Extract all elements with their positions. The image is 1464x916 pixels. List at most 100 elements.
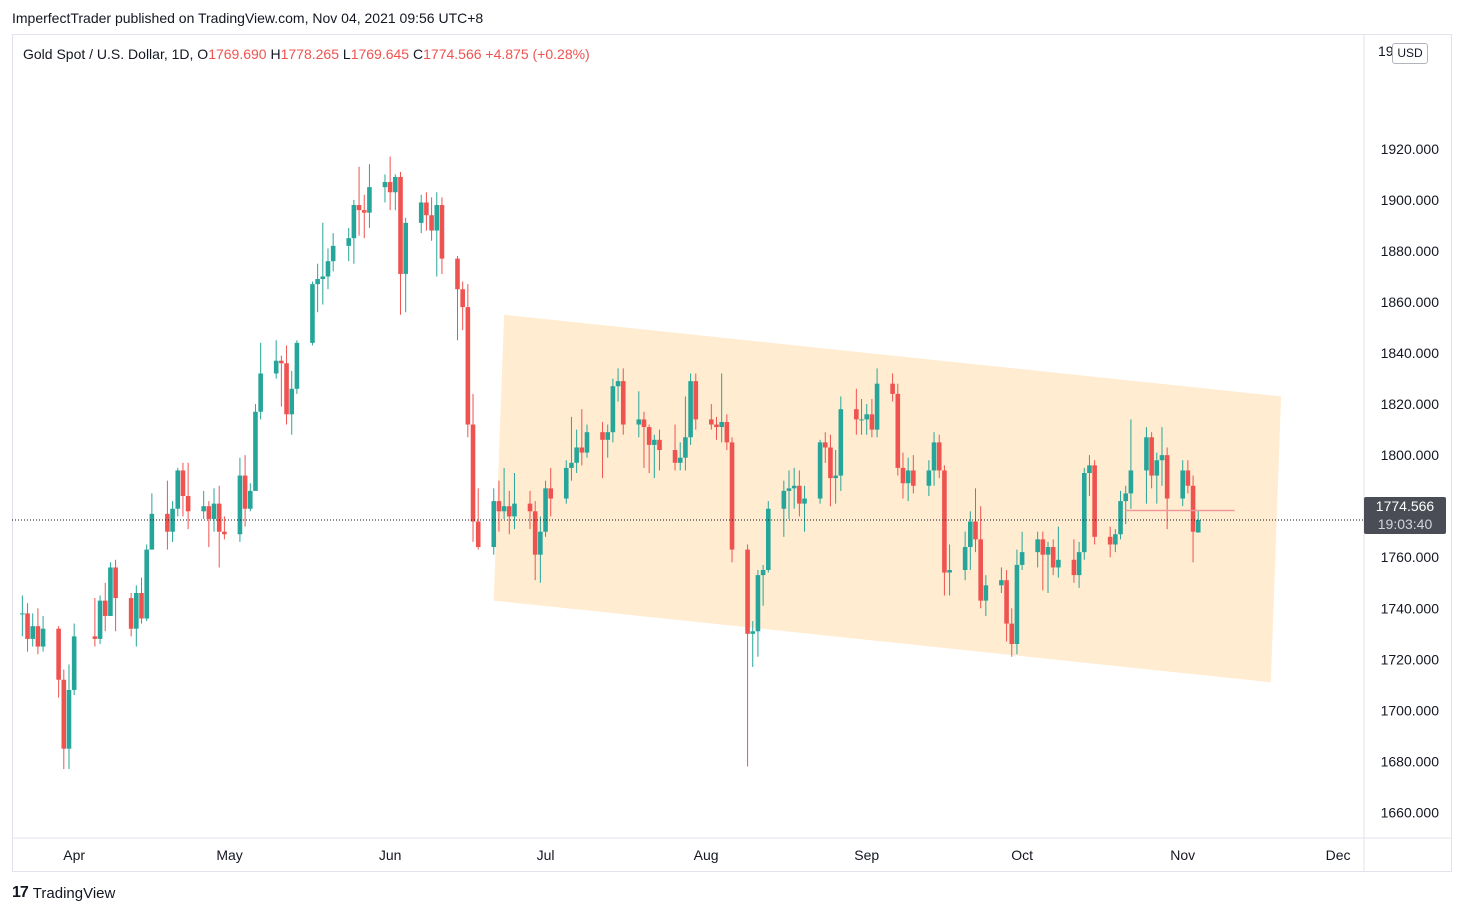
candle[interactable] [1159,427,1165,486]
candle[interactable] [470,393,476,542]
candle[interactable] [222,516,227,540]
candle[interactable] [1164,447,1170,530]
candle[interactable] [185,462,191,530]
candle[interactable] [501,467,507,519]
candle[interactable] [947,544,952,596]
candle[interactable] [237,457,243,542]
candle[interactable] [367,164,372,228]
candle[interactable] [382,174,388,203]
candle[interactable] [1128,419,1134,509]
candle[interactable] [797,470,802,517]
candle[interactable] [439,197,445,274]
candle[interactable] [424,192,429,231]
candle[interactable] [714,416,719,440]
candle[interactable] [330,233,336,272]
candle[interactable] [610,378,616,443]
candle[interactable] [854,388,859,435]
candle[interactable] [216,485,222,568]
candle[interactable] [620,368,626,435]
candle[interactable] [66,664,72,770]
candle[interactable] [672,424,678,471]
candle[interactable] [40,615,46,652]
candle[interactable] [398,171,403,315]
candle[interactable] [455,256,460,341]
candle[interactable] [936,434,942,479]
candle[interactable] [294,340,300,394]
candle[interactable] [351,199,357,264]
candle[interactable] [56,626,61,698]
candle[interactable] [144,544,149,622]
candle[interactable] [1019,531,1025,570]
candle[interactable] [652,434,657,479]
candle[interactable] [165,480,170,550]
candle[interactable] [724,414,730,451]
candle[interactable] [828,434,833,507]
candle[interactable] [999,567,1004,593]
candle[interactable] [926,460,932,496]
candle[interactable] [911,455,916,494]
candle[interactable] [1004,570,1009,642]
candle[interactable] [838,396,844,491]
candle[interactable] [527,490,533,530]
candle[interactable] [356,166,362,236]
candle[interactable] [273,340,279,379]
candle[interactable] [636,391,642,438]
candle[interactable] [574,429,579,474]
candle[interactable] [211,488,217,532]
candle[interactable] [258,342,263,420]
candle[interactable] [1144,427,1149,504]
candle[interactable] [962,531,968,581]
candle[interactable] [1009,608,1015,657]
candle[interactable] [905,457,911,502]
candle[interactable] [786,470,792,519]
candle[interactable] [92,598,98,647]
candle[interactable] [874,368,880,438]
candle[interactable] [346,227,352,262]
candle[interactable] [1076,541,1082,588]
candle[interactable] [869,398,875,438]
candle[interactable] [584,424,590,458]
candle[interactable] [201,490,206,519]
currency-button[interactable]: USD [1392,43,1428,64]
candle[interactable] [61,669,67,770]
candle[interactable] [134,585,139,647]
candle[interactable] [1087,455,1092,496]
candle[interactable] [1081,467,1087,560]
candle[interactable] [361,194,367,239]
candle[interactable] [113,559,118,632]
candle[interactable] [657,429,662,471]
candle[interactable] [760,564,766,606]
candle[interactable] [20,595,25,637]
candle[interactable] [1045,541,1051,593]
candle[interactable] [802,485,807,532]
candle[interactable] [693,373,699,430]
candle[interactable] [538,516,543,583]
candle[interactable] [403,217,408,313]
candle[interactable] [279,355,284,407]
candle[interactable] [931,432,937,486]
candle[interactable] [512,473,517,530]
candle[interactable] [1056,526,1061,578]
candle[interactable] [978,506,983,609]
footer-brand[interactable]: 17 TradingView [12,884,115,902]
candle[interactable] [719,373,724,443]
candle[interactable] [641,411,647,468]
candle[interactable] [496,480,502,532]
candle[interactable] [310,281,315,346]
candle[interactable] [1113,529,1118,553]
candle[interactable] [475,488,481,550]
candle[interactable] [579,409,585,466]
candle[interactable] [491,488,497,555]
candle[interactable] [465,284,471,438]
candle[interactable] [149,493,155,550]
candle[interactable] [817,439,823,504]
candle[interactable] [1014,549,1020,655]
candle[interactable] [170,501,175,542]
candle[interactable] [791,467,797,509]
candle[interactable] [543,480,548,537]
candle[interactable] [1050,539,1056,576]
candle[interactable] [600,421,605,479]
candle[interactable] [434,192,440,277]
candle[interactable] [765,501,771,573]
